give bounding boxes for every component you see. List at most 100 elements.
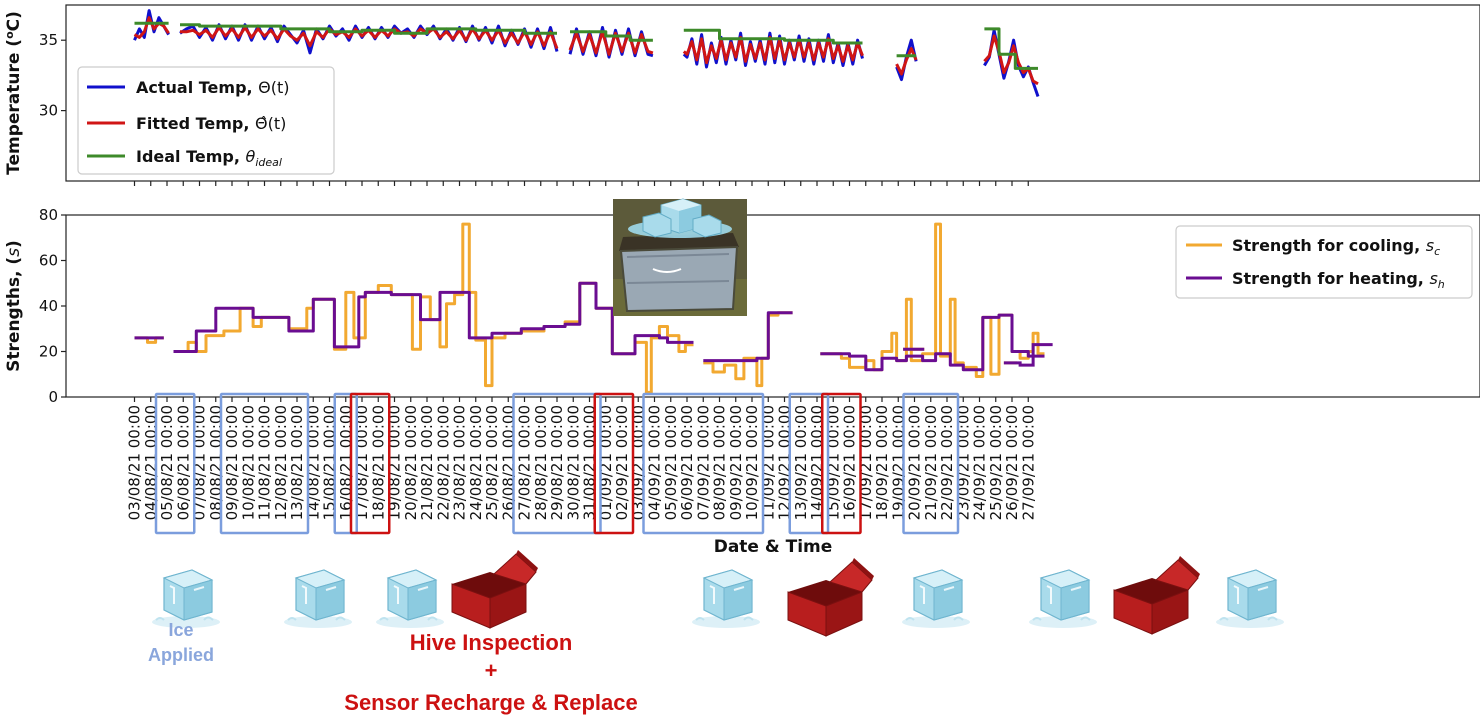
strength-y-axis-label: Strengths, (s) [4, 240, 24, 372]
x-tick-label: 24/08/21 00:00 [467, 405, 485, 520]
legend-label-actual: Actual Temp, Θ(t) [136, 78, 290, 97]
ice-period-box [642, 392, 765, 535]
strength-legend: Strength for cooling, sc Strength for he… [1175, 225, 1473, 299]
series-line-fitted [983, 34, 1039, 86]
inspection-period-box [349, 392, 391, 535]
ice-period-box [512, 392, 602, 535]
open-red-box-icon [787, 557, 875, 637]
x-tick-label: 03/08/21 00:00 [126, 405, 144, 520]
y-tick-label: 80 [39, 206, 58, 224]
ice-period-box [788, 392, 830, 535]
x-tick-label: 27/08/21 00:00 [516, 405, 534, 520]
event-highlight-boxes [154, 392, 960, 535]
x-tick-label: 02/09/21 00:00 [613, 405, 631, 520]
x-tick-label: 30/08/21 00:00 [564, 405, 582, 520]
series-line-cooling [703, 311, 793, 388]
legend-label-ideal: Ideal Temp, θideal [136, 147, 282, 169]
x-tick-label: 27/09/21 00:00 [1019, 405, 1037, 520]
beehive-with-ice-photo [613, 198, 747, 316]
inspection-period-box [821, 392, 862, 535]
x-tick-label: 09/09/21 00:00 [727, 405, 745, 520]
temperature-y-ticks: 30 35 [39, 31, 66, 120]
x-tick-label: 06/08/21 00:00 [174, 405, 192, 520]
inspection-period-box [593, 392, 635, 535]
series-line-heating [173, 281, 694, 356]
ice-period-box [219, 392, 310, 535]
x-axis-label: Date & Time [714, 537, 833, 557]
ice-period-box [333, 392, 358, 535]
series-line-ideal [180, 23, 557, 35]
y-tick-label: 40 [39, 297, 58, 315]
x-tick-label: 04/09/21 00:00 [646, 405, 664, 520]
series-line-ideal [570, 30, 653, 42]
x-tick-label: 05/09/21 00:00 [662, 405, 680, 520]
x-tick-label: 20/09/21 00:00 [906, 405, 924, 520]
temperature-legend: Actual Temp, Θ(t) Fitted Temp, Θ̂(t) Ide… [77, 66, 335, 175]
x-tick-label: 13/09/21 00:00 [792, 405, 810, 520]
x-tick-label: 12/08/21 00:00 [272, 405, 290, 520]
inspection-label-line1: Hive Inspection [410, 630, 573, 655]
open-red-box-icon [451, 549, 539, 629]
legend-label-fitted: Fitted Temp, Θ̂(t) [136, 114, 286, 133]
x-tick-label: 25/08/21 00:00 [483, 405, 501, 520]
series-line-ideal [984, 27, 1038, 70]
x-tick-label: 23/08/21 00:00 [451, 405, 469, 520]
series-line-cooling [820, 222, 1045, 378]
x-tick-label: 11/08/21 00:00 [256, 405, 274, 520]
x-tick-label: 18/09/21 00:00 [873, 405, 891, 520]
x-tick-label: 10/09/21 00:00 [743, 405, 761, 520]
ice-applied-label-line1: Ice [168, 620, 193, 640]
legend-label-cooling: Strength for cooling, sc [1232, 236, 1440, 258]
x-tick-label: 13/08/21 00:00 [288, 405, 306, 520]
series-line-fitted [895, 47, 918, 76]
ice-cube-icon [283, 569, 353, 629]
y-tick-label: 20 [39, 343, 58, 361]
series-line-heating [1003, 343, 1053, 367]
temperature-lines [133, 9, 1040, 97]
inspection-label-line2: Sensor Recharge & Replace [344, 690, 637, 715]
series-line-heating [820, 313, 1045, 372]
temperature-y-axis-label: Temperature (oC) [3, 11, 24, 175]
x-tick-label: 26/09/21 00:00 [1003, 405, 1021, 520]
x-tick-label: 29/08/21 00:00 [548, 405, 566, 520]
ice-cube-icon [901, 569, 971, 629]
strength-y-ticks: 0 20 40 60 80 [39, 206, 66, 406]
series-line-fitted [682, 35, 864, 65]
x-tick-label: 21/09/21 00:00 [922, 405, 940, 520]
open-red-box-icon [1113, 555, 1201, 635]
x-tick-label: 07/09/21 00:00 [694, 405, 712, 520]
legend-label-heating: Strength for heating, sh [1232, 269, 1445, 291]
y-tick-label: 30 [39, 102, 58, 120]
x-tick-label: 24/09/21 00:00 [971, 405, 989, 520]
temperature-plot-frame [65, 4, 1480, 182]
ice-cube-icon [1215, 569, 1285, 629]
ice-applied-label-line2: Applied [148, 645, 214, 665]
y-tick-label: 0 [48, 388, 58, 406]
strength-panel: 0 20 40 60 80 Strengths, (s) Strength for co… [4, 206, 1480, 406]
x-tick-label: 28/08/21 00:00 [532, 405, 550, 520]
x-tick-label: 20/08/21 00:00 [402, 405, 420, 520]
x-tick-label: 21/08/21 00:00 [418, 405, 436, 520]
ice-cube-icon [375, 569, 445, 629]
x-tick-label: 25/09/21 00:00 [987, 405, 1005, 520]
series-line-heating [703, 311, 793, 363]
x-tick-label: 22/08/21 00:00 [434, 405, 452, 520]
x-tick-label: 22/09/21 00:00 [938, 405, 956, 520]
strength-lines [134, 222, 1053, 394]
ice-cube-icon [691, 569, 761, 629]
x-tick-label: 16/09/21 00:00 [841, 405, 859, 520]
temperature-x-ticks [133, 181, 1029, 186]
x-tick-label: 05/08/21 00:00 [158, 405, 176, 520]
x-tick-label: 09/08/21 00:00 [223, 405, 241, 520]
series-line-fitted [568, 30, 654, 56]
event-icon-row [151, 549, 1285, 637]
x-tick-label: 06/09/21 00:00 [678, 405, 696, 520]
ice-period-box [902, 392, 960, 535]
inspection-label-plus: + [485, 658, 498, 683]
strength-x-ticks [133, 397, 1029, 402]
ice-cube-icon [1028, 569, 1098, 629]
x-tick-label: 18/08/21 00:00 [369, 405, 387, 520]
y-tick-label: 60 [39, 252, 58, 270]
